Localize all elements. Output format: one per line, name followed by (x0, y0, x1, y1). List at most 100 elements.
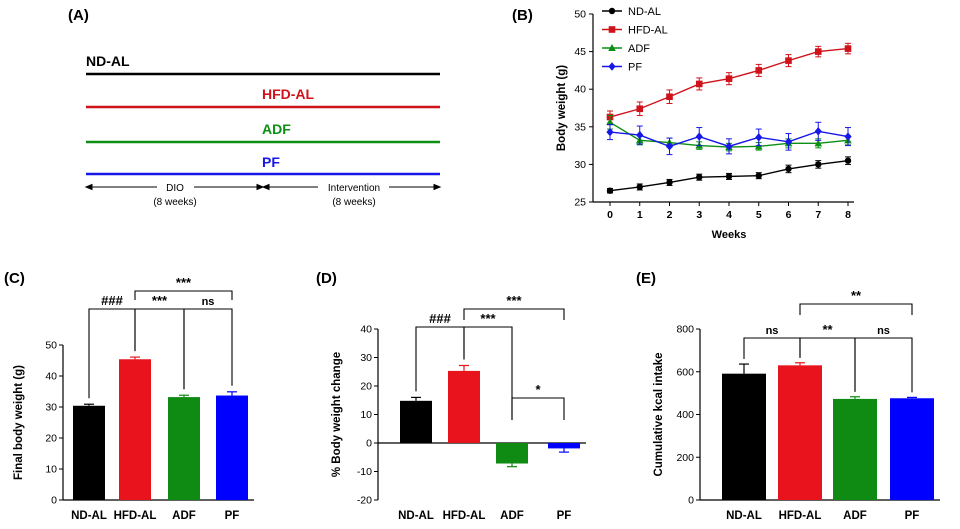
bar-adf (496, 443, 528, 464)
category-label: ND-AL (71, 510, 107, 522)
group-label-hfdal: HFD-AL (262, 86, 315, 102)
significance-label: ns (766, 325, 779, 337)
significance-label: *** (152, 293, 168, 308)
y-tick-label: 40 (574, 84, 586, 96)
y-tick-label: 0 (366, 438, 372, 450)
bar-pf (890, 398, 934, 500)
bar-hfd-al (119, 359, 151, 500)
data-point (606, 118, 614, 126)
bar-pf (548, 443, 580, 449)
x-tick-label: 5 (756, 209, 762, 221)
x-tick-label: 0 (607, 209, 613, 221)
y-tick-label: 50 (574, 9, 586, 21)
significance-bracket: ns (854, 325, 913, 393)
chart-e-kcal-intake: 0 200 400 600 800 ND-AL HFD-AL ADF PF Cumulative … (653, 288, 940, 522)
data-point (785, 57, 792, 64)
bar-nd-al (722, 373, 766, 500)
y-tick-label: -10 (357, 466, 372, 478)
category-label: PF (225, 510, 240, 522)
significance-bracket: *** (134, 275, 233, 300)
data-point (725, 142, 733, 151)
category-label: HFD-AL (443, 510, 486, 522)
intervention-duration: (8 weeks) (332, 197, 375, 208)
x-tick-label: 1 (637, 209, 643, 221)
x-tick-label: 2 (667, 209, 673, 221)
intervention-arrow (261, 183, 442, 191)
y-tick-label: 30 (45, 402, 57, 414)
x-tick-label: 6 (786, 209, 792, 221)
significance-label: *** (176, 275, 192, 290)
significance-label: ### (429, 311, 451, 326)
data-point (636, 130, 644, 140)
data-point (665, 142, 674, 151)
y-tick-label: 800 (676, 324, 694, 336)
y-axis-title: % Body weight change (331, 352, 343, 477)
group-label-ndal: ND-AL (86, 53, 130, 69)
dio-duration: (8 weeks) (153, 197, 196, 208)
dio-arrow (84, 183, 265, 191)
bracket-line (799, 337, 856, 392)
legend-marker (608, 7, 616, 15)
y-tick-label: 200 (676, 452, 694, 464)
bar-nd-al (73, 405, 105, 500)
intervention-label: Intervention (328, 183, 380, 194)
chart-c-final-body-weight: 0 10 20 30 40 50 ND-AL HFD-AL ADF PF Final body we… (13, 275, 254, 522)
panel-e-label: (E) (636, 270, 656, 287)
y-tick-label: 20 (360, 381, 372, 393)
y-tick-label: 20 (45, 433, 57, 445)
legend-marker (608, 62, 616, 71)
bar-adf (833, 398, 877, 500)
y-tick-label: 45 (574, 46, 586, 58)
category-label: HFD-AL (114, 510, 157, 522)
data-point (755, 67, 763, 74)
significance-label: *** (480, 311, 496, 326)
significance-bracket: ns (743, 325, 801, 360)
y-tick-label: 600 (676, 366, 694, 378)
legend: ND-AL HFD-AL ADF PF (602, 6, 668, 74)
significance-label: ns (877, 325, 890, 337)
x-tick-label: 8 (845, 209, 851, 221)
y-tick-label: 40 (45, 371, 57, 383)
dio-label: DIO (166, 183, 184, 194)
x-tick-label: 4 (726, 209, 732, 221)
bracket-line (183, 308, 233, 390)
y-tick-label: 40 (360, 324, 372, 336)
panel-a: (A) ND-AL HFD-AL ADF PF DIO (8 weeks) In… (68, 7, 442, 208)
y-tick-label: 10 (360, 409, 372, 421)
y-tick-label: 25 (574, 197, 586, 209)
data-point (844, 157, 852, 164)
bar-hfd-al (448, 370, 480, 443)
series-pf (606, 121, 852, 156)
category-label: PF (905, 510, 920, 522)
y-axis-title: Final body weight (g) (13, 365, 25, 480)
legend-marker (608, 26, 616, 33)
data-point (815, 161, 822, 168)
data-point (636, 183, 643, 191)
panel-a-label: (A) (68, 7, 89, 24)
panel-d-label: (D) (316, 270, 337, 287)
bar-pf (216, 395, 248, 500)
data-point (636, 105, 644, 113)
bar-adf (168, 397, 200, 500)
series-nd-al (606, 156, 852, 194)
x-axis-title: Weeks (712, 229, 747, 241)
data-point (725, 173, 733, 180)
data-point (844, 45, 852, 52)
significance-bracket: *** (463, 293, 565, 320)
data-point (814, 48, 822, 55)
significance-label: * (535, 382, 541, 397)
significance-bracket: *** (463, 311, 513, 420)
bracket-line (463, 326, 513, 420)
legend-label: ND-AL (628, 6, 661, 18)
data-point (814, 139, 823, 147)
y-tick-label: 50 (45, 340, 57, 352)
category-label: ADF (500, 510, 524, 522)
x-tick-label: 3 (696, 209, 702, 221)
data-point (696, 173, 703, 181)
y-tick-label: 0 (51, 495, 57, 507)
category-label: PF (557, 510, 572, 522)
data-point (666, 179, 673, 186)
data-point (814, 127, 822, 136)
